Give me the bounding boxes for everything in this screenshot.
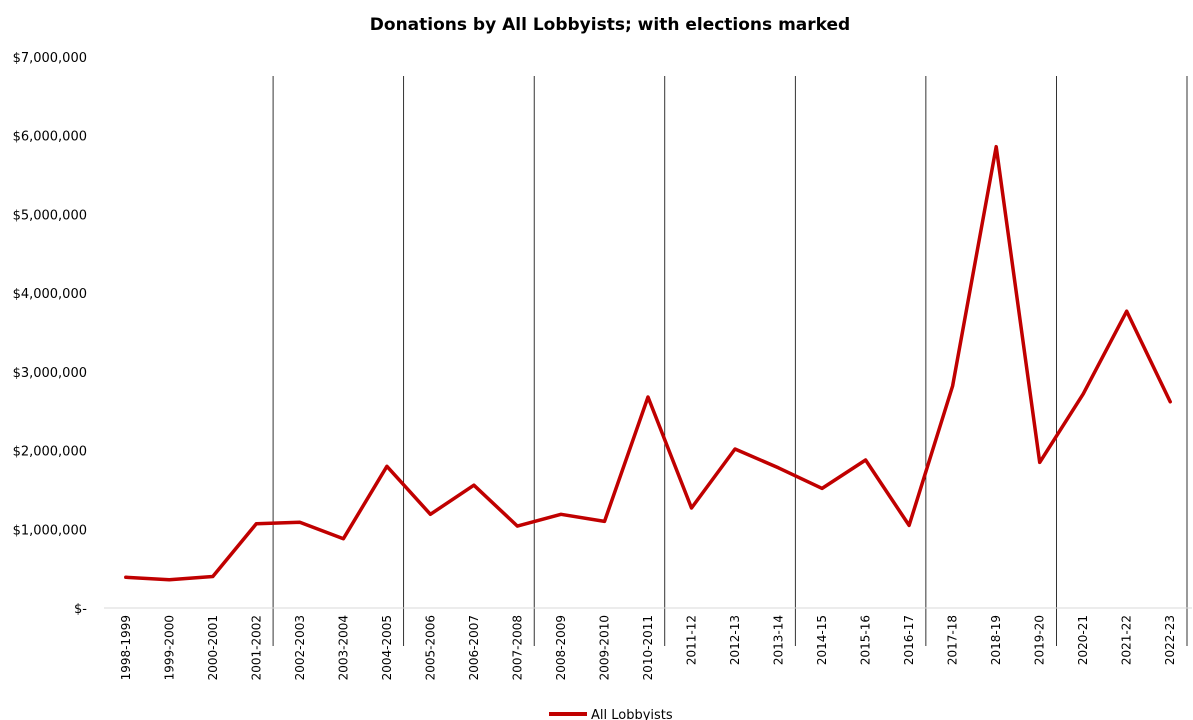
x-tick-label: 2021-22 [1120,615,1134,665]
x-tick-label: 2017-18 [946,615,960,665]
x-tick-label: 2022-23 [1163,615,1177,665]
x-tick-label: 2009-2010 [597,615,611,680]
y-tick-label: $5,000,000 [13,208,87,223]
y-tick-label: $7,000,000 [13,51,87,66]
x-tick-label: 2003-2004 [336,615,350,680]
series-line-all-lobbyists [124,144,1172,582]
x-tick-label: 2002-2003 [293,615,307,680]
x-tick-label: 2018-19 [989,615,1003,665]
y-axis-ticks: $- $1,000,000 $2,000,000 $3,000,000 $4,000,0… [13,51,88,617]
x-axis-ticks: 1998-1999 1999-2000 2000-2001 2001-2002 2002… [119,615,1177,680]
x-tick-label: 2001-2002 [249,615,263,680]
election-markers [272,76,1188,646]
chart-title: Donations by All Lobbyists; with electio… [370,15,850,35]
x-tick-label: 2004-2005 [380,615,394,680]
x-tick-label: 2015-16 [859,615,873,665]
legend-label-all-lobbyists: All Lobbyists [591,708,673,720]
series-layer [124,144,1172,582]
x-tick-label: 2007-2008 [510,615,524,680]
x-tick-label: 2006-2007 [467,615,481,680]
y-tick-label: $3,000,000 [13,366,87,381]
x-tick-label: 2019-20 [1033,615,1047,665]
x-tick-label: 1998-1999 [119,615,133,680]
x-tick-label: 2010-2011 [641,615,655,680]
x-tick-label: 1999-2000 [162,615,176,680]
y-tick-label: $4,000,000 [13,287,87,302]
x-tick-label: 2008-2009 [554,615,568,680]
x-tick-label: 2005-2006 [423,615,437,680]
x-tick-label: 2016-17 [902,615,916,665]
y-tick-label: $6,000,000 [13,130,87,145]
x-tick-label: 2013-14 [772,615,786,665]
y-tick-label: $1,000,000 [13,523,87,538]
x-tick-label: 2000-2001 [206,615,220,680]
x-tick-label: 2014-15 [815,615,829,665]
x-tick-label: 2011-12 [685,615,699,665]
y-tick-label: $2,000,000 [13,445,87,460]
x-tick-label: 2020-21 [1076,615,1090,665]
legend: All Lobbyists [549,708,673,720]
x-tick-label: 2012-13 [728,615,742,665]
y-tick-label: $- [74,602,87,617]
